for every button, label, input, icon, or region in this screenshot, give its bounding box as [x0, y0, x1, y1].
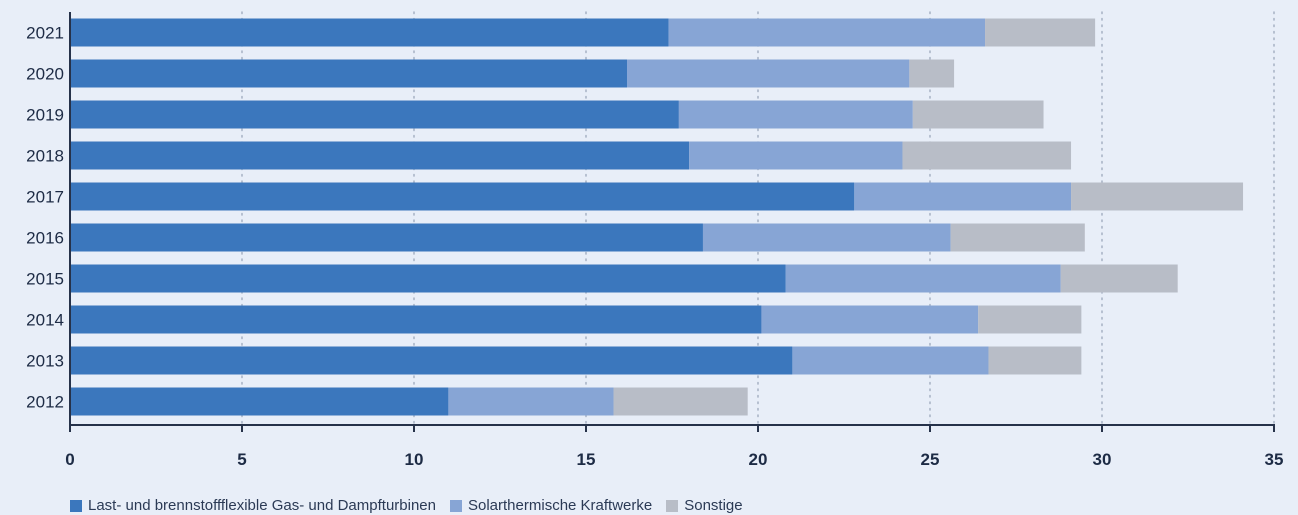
bar-2019-series-1	[70, 100, 679, 129]
x-tick-label: 10	[405, 450, 424, 469]
bar-2017-series-2	[854, 182, 1072, 211]
x-tick-label: 5	[237, 450, 246, 469]
bar-2019-series-3	[912, 100, 1044, 129]
x-tick-label: 35	[1265, 450, 1284, 469]
bar-2013-series-3	[988, 346, 1082, 375]
bar-2014-series-1	[70, 305, 762, 334]
bar-2018-series-3	[902, 141, 1072, 170]
bar-2019-series-2	[678, 100, 913, 129]
bar-2012-series-2	[448, 387, 614, 416]
legend-swatch	[666, 499, 679, 512]
bar-2012-series-3	[613, 387, 748, 416]
legend-item-3: Sonstige	[666, 497, 743, 514]
bar-2016-series-3	[950, 223, 1085, 252]
x-tick-label: 25	[921, 450, 940, 469]
bar-2020-series-1	[70, 59, 628, 88]
legend-label: Last- und brennstoffflexible Gas- und Da…	[88, 497, 436, 514]
x-tick-label: 30	[1093, 450, 1112, 469]
bar-2015-series-3	[1060, 264, 1178, 293]
legend-swatch	[450, 499, 462, 512]
bar-2021-series-1	[70, 18, 669, 47]
x-axis-ticks: 0 5 10 15 20 25 30 35	[65, 425, 1283, 469]
bar-2018-series-2	[689, 141, 903, 170]
category-label: 2015	[26, 270, 64, 289]
x-tick-label: 15	[577, 450, 596, 469]
bar-2017-series-1	[70, 182, 855, 211]
bar-2016-series-2	[702, 223, 951, 252]
bar-2015-series-1	[70, 264, 786, 293]
category-label: 2017	[26, 188, 64, 207]
legend-label: Solarthermische Kraftwerke	[468, 497, 653, 514]
x-tick-label: 0	[65, 450, 74, 469]
category-label: 2021	[26, 24, 64, 43]
category-label: 2013	[26, 352, 64, 371]
bar-2018-series-1	[70, 141, 690, 170]
bar-2014-series-2	[761, 305, 979, 334]
chart-legend: Last- und brennstoffflexible Gas- und Da…	[70, 497, 743, 514]
x-tick-label: 20	[749, 450, 768, 469]
bar-2020-series-3	[909, 59, 955, 88]
category-label: 2014	[26, 311, 64, 330]
chart-plot: 2021202020192018201720162015201420132012…	[26, 11, 1283, 469]
category-label: 2016	[26, 229, 64, 248]
legend-swatch	[70, 499, 82, 512]
bar-2012-series-1	[70, 387, 449, 416]
bar-2013-series-1	[70, 346, 793, 375]
category-label: 2018	[26, 147, 64, 166]
bar-2015-series-2	[785, 264, 1061, 293]
bar-2017-series-3	[1071, 182, 1244, 211]
bar-2020-series-2	[627, 59, 910, 88]
bar-2016-series-1	[70, 223, 703, 252]
bar-2013-series-2	[792, 346, 989, 375]
category-label: 2019	[26, 106, 64, 125]
bar-2014-series-3	[978, 305, 1082, 334]
bars: 2021 2020 2019 2018 2017 2016 2015 2014 2013 2012	[26, 18, 1244, 416]
legend-label: Sonstige	[684, 497, 743, 514]
bar-2021-series-2	[668, 18, 986, 47]
category-label: 2020	[26, 65, 64, 84]
legend-item-2: Solarthermische Kraftwerke	[450, 497, 652, 514]
bar-2021-series-3	[985, 18, 1096, 47]
category-label: 2012	[26, 393, 64, 412]
legend-item-1: Last- und brennstoffflexible Gas- und Da…	[70, 497, 436, 514]
